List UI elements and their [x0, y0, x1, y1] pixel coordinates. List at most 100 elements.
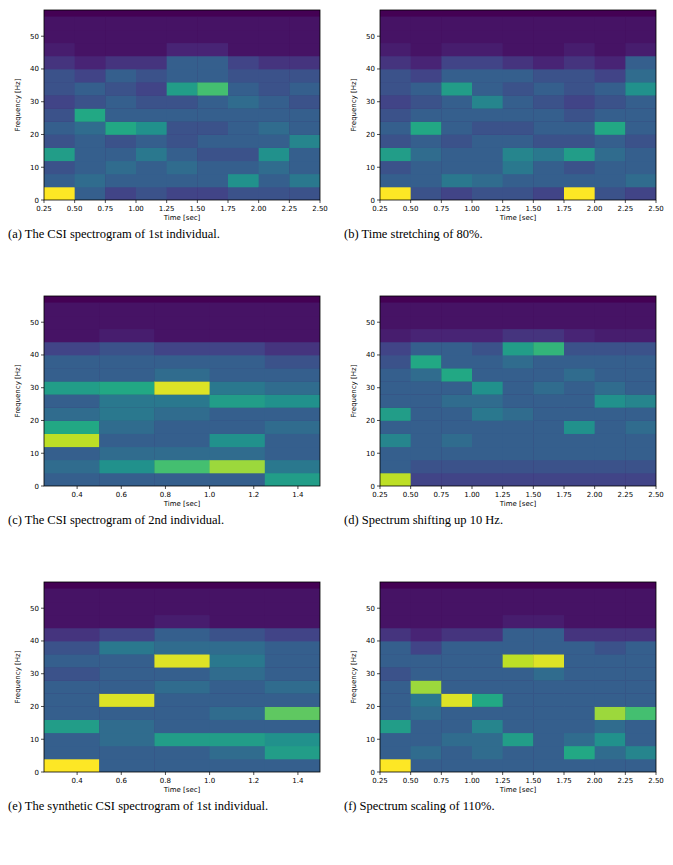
cell — [411, 706, 442, 720]
cell — [210, 602, 266, 616]
cell — [625, 407, 656, 421]
cell — [411, 420, 442, 434]
cell — [441, 368, 472, 382]
cell — [265, 615, 320, 629]
cell — [595, 434, 626, 448]
cell — [503, 56, 534, 70]
cell — [564, 43, 595, 57]
cell — [259, 43, 290, 57]
cell — [197, 148, 228, 162]
cell — [75, 161, 106, 175]
y-tick — [41, 387, 44, 388]
cell — [533, 641, 564, 655]
cell — [265, 368, 320, 382]
cell — [380, 161, 411, 175]
cell — [99, 589, 155, 603]
cell — [625, 17, 656, 31]
y-tick-label: 30 — [366, 384, 375, 392]
cell — [228, 121, 259, 135]
cell — [441, 447, 472, 461]
cell — [99, 680, 155, 694]
x-tick-label: 1.25 — [159, 205, 175, 213]
cell — [380, 95, 411, 109]
cell — [503, 329, 534, 343]
cell — [44, 43, 75, 57]
cell — [564, 303, 595, 317]
cell — [75, 174, 106, 188]
cell — [197, 108, 228, 122]
cell — [44, 368, 100, 382]
cell — [411, 69, 442, 83]
cell — [411, 43, 442, 57]
cells — [380, 17, 656, 200]
cell — [44, 602, 100, 616]
cell — [136, 82, 167, 96]
cell — [625, 434, 656, 448]
cell — [154, 589, 210, 603]
cell — [472, 121, 503, 135]
cell — [472, 667, 503, 681]
cell — [625, 615, 656, 629]
x-tick-label: 0.50 — [403, 205, 419, 213]
cell — [595, 589, 626, 603]
cell — [564, 381, 595, 395]
x-tick-label: 0.75 — [98, 205, 114, 213]
cell — [44, 394, 100, 408]
cell — [564, 720, 595, 734]
cell — [289, 174, 320, 188]
cell — [472, 368, 503, 382]
x-tick-label: 1.4 — [292, 491, 304, 499]
cell — [564, 746, 595, 760]
x-tick-label: 2.50 — [648, 491, 664, 499]
cell — [197, 17, 228, 31]
cell — [595, 733, 626, 747]
cell — [625, 654, 656, 668]
frame — [380, 582, 656, 772]
x-tick-label: 1.50 — [190, 205, 206, 213]
cell — [472, 641, 503, 655]
cell — [595, 615, 626, 629]
x-tick — [656, 772, 657, 775]
cell — [625, 134, 656, 148]
cell — [595, 693, 626, 707]
cell — [380, 148, 411, 162]
x-tick — [105, 200, 106, 203]
cell — [472, 628, 503, 642]
cell — [105, 174, 136, 188]
cell — [472, 69, 503, 83]
cell — [259, 108, 290, 122]
cell — [595, 602, 626, 616]
cell — [564, 667, 595, 681]
y-tick — [377, 673, 380, 674]
cell — [411, 30, 442, 44]
x-tick-label: 1.00 — [464, 205, 480, 213]
cells — [380, 303, 656, 486]
cell — [441, 667, 472, 681]
x-tick — [441, 772, 442, 775]
cell — [210, 342, 266, 356]
cell — [75, 108, 106, 122]
y-axis-title: Frequency [Hz] — [14, 78, 22, 131]
cell — [259, 121, 290, 135]
cell — [564, 30, 595, 44]
cell — [472, 589, 503, 603]
cell — [154, 394, 210, 408]
x-tick-label: 1.2 — [248, 777, 259, 785]
cell — [99, 628, 155, 642]
y-tick-label: 0 — [35, 197, 39, 205]
cell — [441, 148, 472, 162]
cell — [441, 641, 472, 655]
cell — [564, 602, 595, 616]
cell — [44, 174, 75, 188]
x-tick-label: 0.75 — [434, 777, 450, 785]
cell — [228, 82, 259, 96]
panel: 0.250.500.751.001.251.501.752.002.252.50… — [8, 10, 328, 241]
cell — [503, 82, 534, 96]
cell — [197, 95, 228, 109]
cell — [99, 667, 155, 681]
cell — [265, 407, 320, 421]
cell — [503, 460, 534, 474]
cell — [228, 56, 259, 70]
cell — [441, 56, 472, 70]
x-tick — [564, 486, 565, 489]
